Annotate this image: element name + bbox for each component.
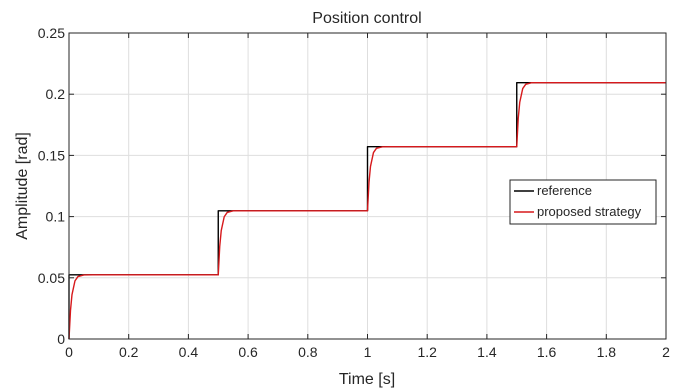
x-tick-label: 0 xyxy=(65,344,73,360)
y-tick-label: 0.25 xyxy=(38,25,65,41)
series-line-proposed-strategy xyxy=(68,81,666,340)
x-tick-label: 1.6 xyxy=(537,344,557,360)
legend-label-reference: reference xyxy=(537,183,592,198)
y-axis-ticks: 0 0.05 0.1 0.15 0.2 0.25 xyxy=(38,25,666,347)
x-tick-label: 0.4 xyxy=(179,344,199,360)
x-tick-label: 0.8 xyxy=(298,344,318,360)
x-tick-label: 2 xyxy=(662,344,670,360)
x-axis-label: Time [s] xyxy=(339,371,395,388)
legend-label-proposed-strategy: proposed strategy xyxy=(537,204,642,219)
x-tick-label: 1.4 xyxy=(477,344,497,360)
legend-box xyxy=(509,179,657,225)
legend: reference proposed strategy xyxy=(509,179,657,225)
x-tick-label: 1 xyxy=(364,344,372,360)
y-axis-label: Amplitude [rad] xyxy=(14,132,31,240)
y-tick-label: 0.05 xyxy=(38,270,65,286)
x-tick-label: 1.8 xyxy=(597,344,617,360)
chart-title: Position control xyxy=(312,10,421,27)
y-tick-label: 0.2 xyxy=(46,86,66,102)
series-lines xyxy=(68,81,666,340)
x-tick-label: 1.2 xyxy=(417,344,437,360)
x-tick-label: 0.2 xyxy=(119,344,139,360)
x-tick-label: 0.6 xyxy=(238,344,258,360)
y-tick-label: 0 xyxy=(57,331,65,347)
x-axis-ticks: 0 0.2 0.4 0.6 0.8 1 1.2 1.4 1.6 1.8 2 xyxy=(65,33,670,360)
y-tick-label: 0.15 xyxy=(38,147,65,163)
y-tick-label: 0.1 xyxy=(46,209,66,225)
